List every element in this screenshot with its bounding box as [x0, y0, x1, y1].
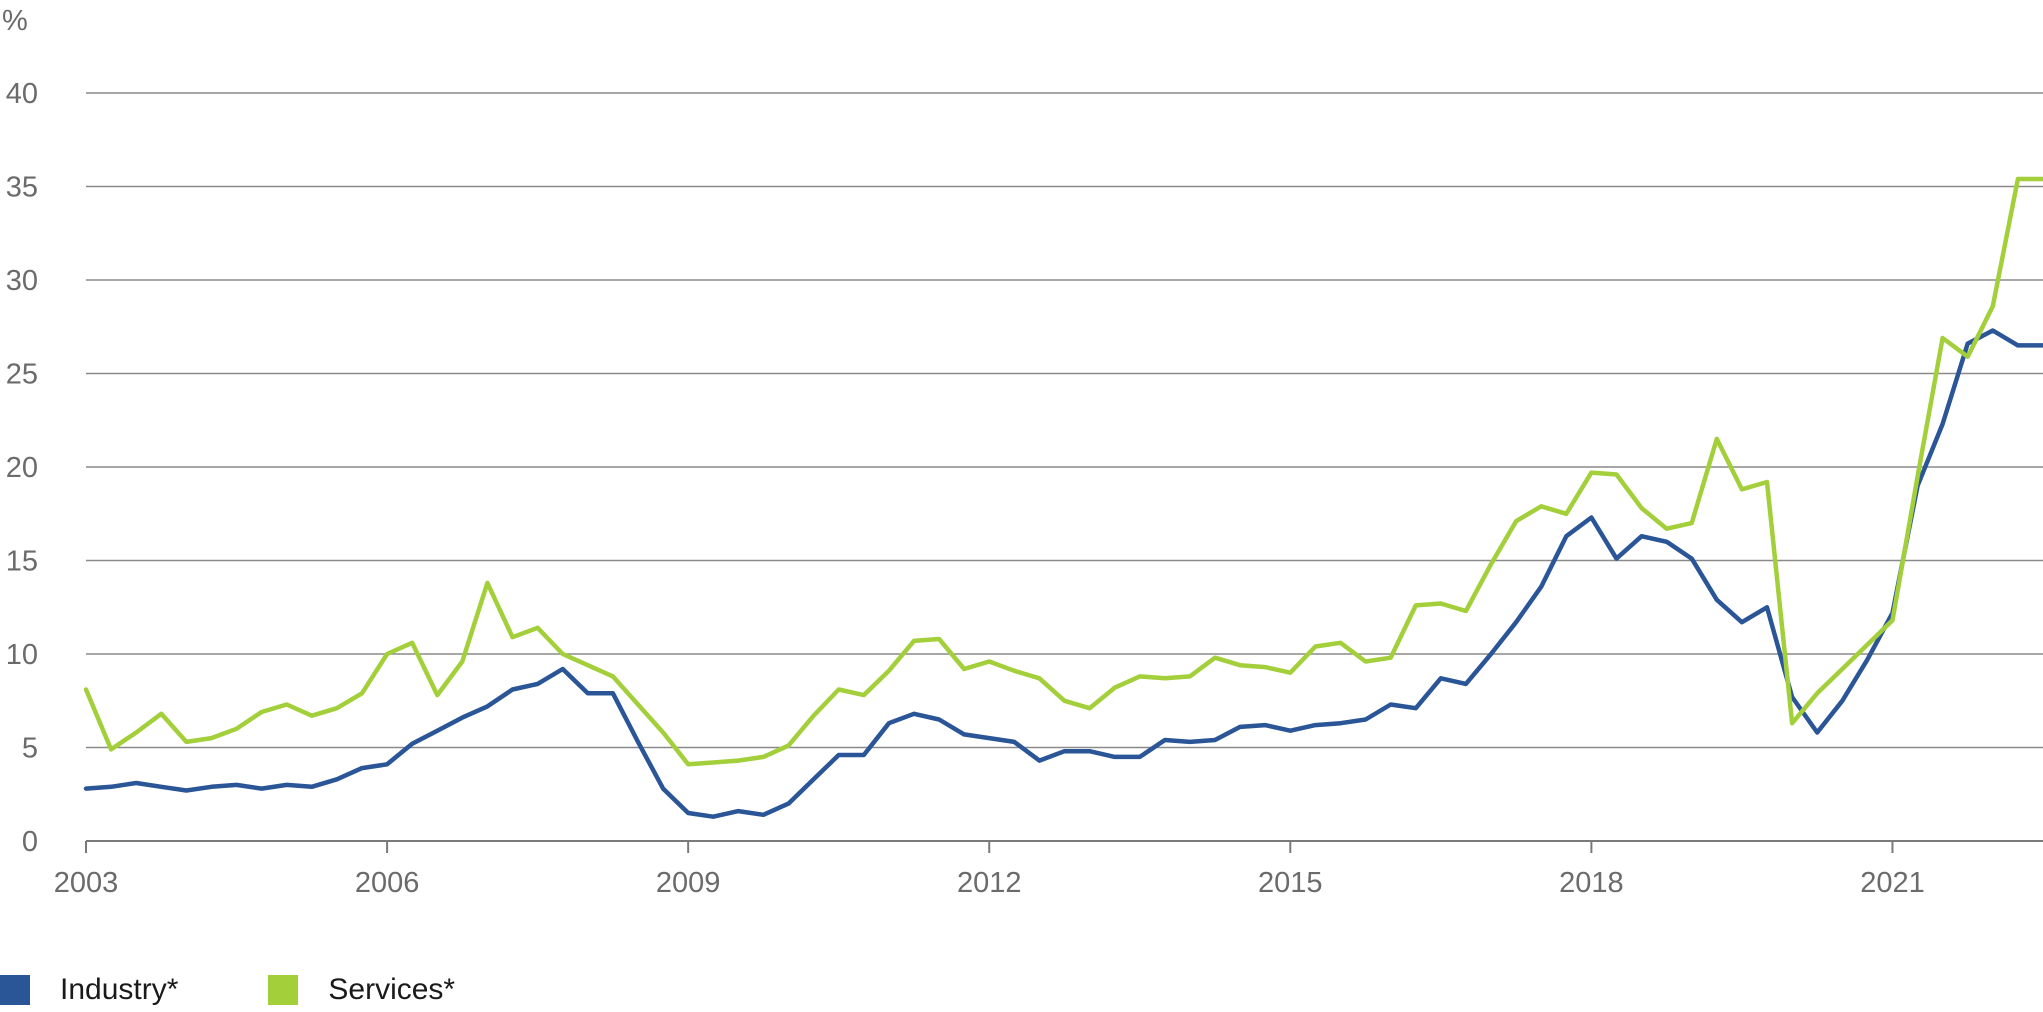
series-line-services [83, 176, 2043, 767]
x-tick-labels: 2003 2006 2009 2012 2015 2018 2021 [54, 867, 1925, 899]
y-tick-label: 0 [22, 826, 38, 858]
y-tick-labels: 0 5 10 15 20 25 30 35 40 [6, 78, 38, 858]
series-line-industry [83, 328, 2043, 819]
x-axis [85, 841, 1894, 853]
x-tick-label: 2018 [1559, 867, 1624, 899]
legend-item-services: Services* [268, 973, 455, 1007]
y-unit-label: % [2, 5, 28, 37]
legend-label-services: Services* [328, 973, 456, 1006]
y-tick-label: 15 [6, 546, 38, 578]
x-tick-label: 2015 [1258, 867, 1323, 899]
legend-label-industry: Industry* [60, 973, 179, 1006]
line-chart: 0 5 10 15 20 25 30 35 40 2003 2006 2009 2012 2015 201… [2, 5, 2043, 899]
x-tick-label: 2009 [656, 867, 721, 899]
y-tick-label: 30 [6, 265, 38, 297]
x-tick-label: 2021 [1860, 867, 1925, 899]
y-tick-label: 20 [6, 452, 38, 484]
y-tick-label: 10 [6, 639, 38, 671]
legend-swatch-services [268, 975, 299, 1005]
y-tick-label: 5 [22, 733, 38, 765]
legend-swatch-industry [0, 975, 30, 1005]
legend-item-industry: Industry* [0, 973, 178, 1007]
x-tick-label: 2003 [54, 867, 119, 899]
y-tick-label: 25 [6, 359, 38, 391]
x-tick-label: 2006 [355, 867, 420, 899]
legend: Industry* Services* [0, 968, 545, 1012]
series-lines [83, 176, 2043, 819]
x-tick-label: 2012 [957, 867, 1022, 899]
y-tick-label: 35 [6, 172, 38, 204]
y-tick-label: 40 [6, 78, 38, 110]
gridlines [86, 92, 2043, 842]
